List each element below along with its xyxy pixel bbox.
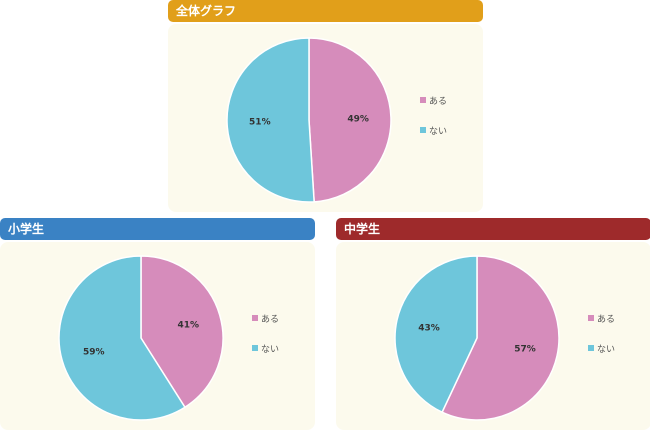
data-label: 51% (249, 118, 271, 128)
legend-label: ない (429, 127, 448, 137)
data-label: 41% (177, 320, 199, 330)
legend-item: ある (588, 312, 615, 342)
legend: ある ない (588, 312, 615, 372)
legend-label: ない (597, 345, 616, 355)
pie-slice-aru (308, 37, 392, 203)
data-label: 59% (83, 348, 105, 358)
legend-swatch (420, 97, 426, 103)
legend-item: ある (420, 94, 447, 124)
pie-chart: 41% 59% (58, 255, 224, 421)
legend: ある ない (252, 312, 279, 372)
legend-label: ない (261, 345, 280, 355)
panel-title: 全体グラフ (168, 0, 483, 22)
legend-label: ある (429, 97, 448, 107)
panel-title: 中学生 (336, 218, 650, 240)
pie-chart: 57% 43% (394, 255, 560, 421)
panel-junior-high: 中学生 57% 43% あるない (336, 218, 650, 430)
legend-item: ない (252, 342, 279, 372)
legend-label: ある (261, 315, 280, 325)
panel-title: 小学生 (0, 218, 315, 240)
legend-swatch (588, 345, 594, 351)
legend-swatch (588, 315, 594, 321)
legend-item: ない (588, 342, 615, 372)
legend-swatch (252, 315, 258, 321)
pie-slice-aru (441, 255, 560, 421)
panel-elementary: 小学生 41% 59% あるない (0, 218, 315, 430)
legend-item: ある (252, 312, 279, 342)
legend-swatch (420, 127, 426, 133)
legend: ある ない (420, 94, 447, 154)
panel-overall: 全体グラフ 49% 51% あるない (168, 0, 483, 212)
pie-slice-nai (58, 255, 186, 421)
pie-chart: 49% 51% (226, 37, 392, 203)
data-label: 43% (418, 323, 440, 333)
legend-swatch (252, 345, 258, 351)
data-label: 49% (347, 114, 369, 124)
legend-item: ない (420, 124, 447, 154)
data-label: 57% (514, 345, 536, 355)
legend-label: ある (597, 315, 616, 325)
pie-slice-nai (226, 37, 315, 203)
pie-slice-nai (394, 255, 478, 414)
